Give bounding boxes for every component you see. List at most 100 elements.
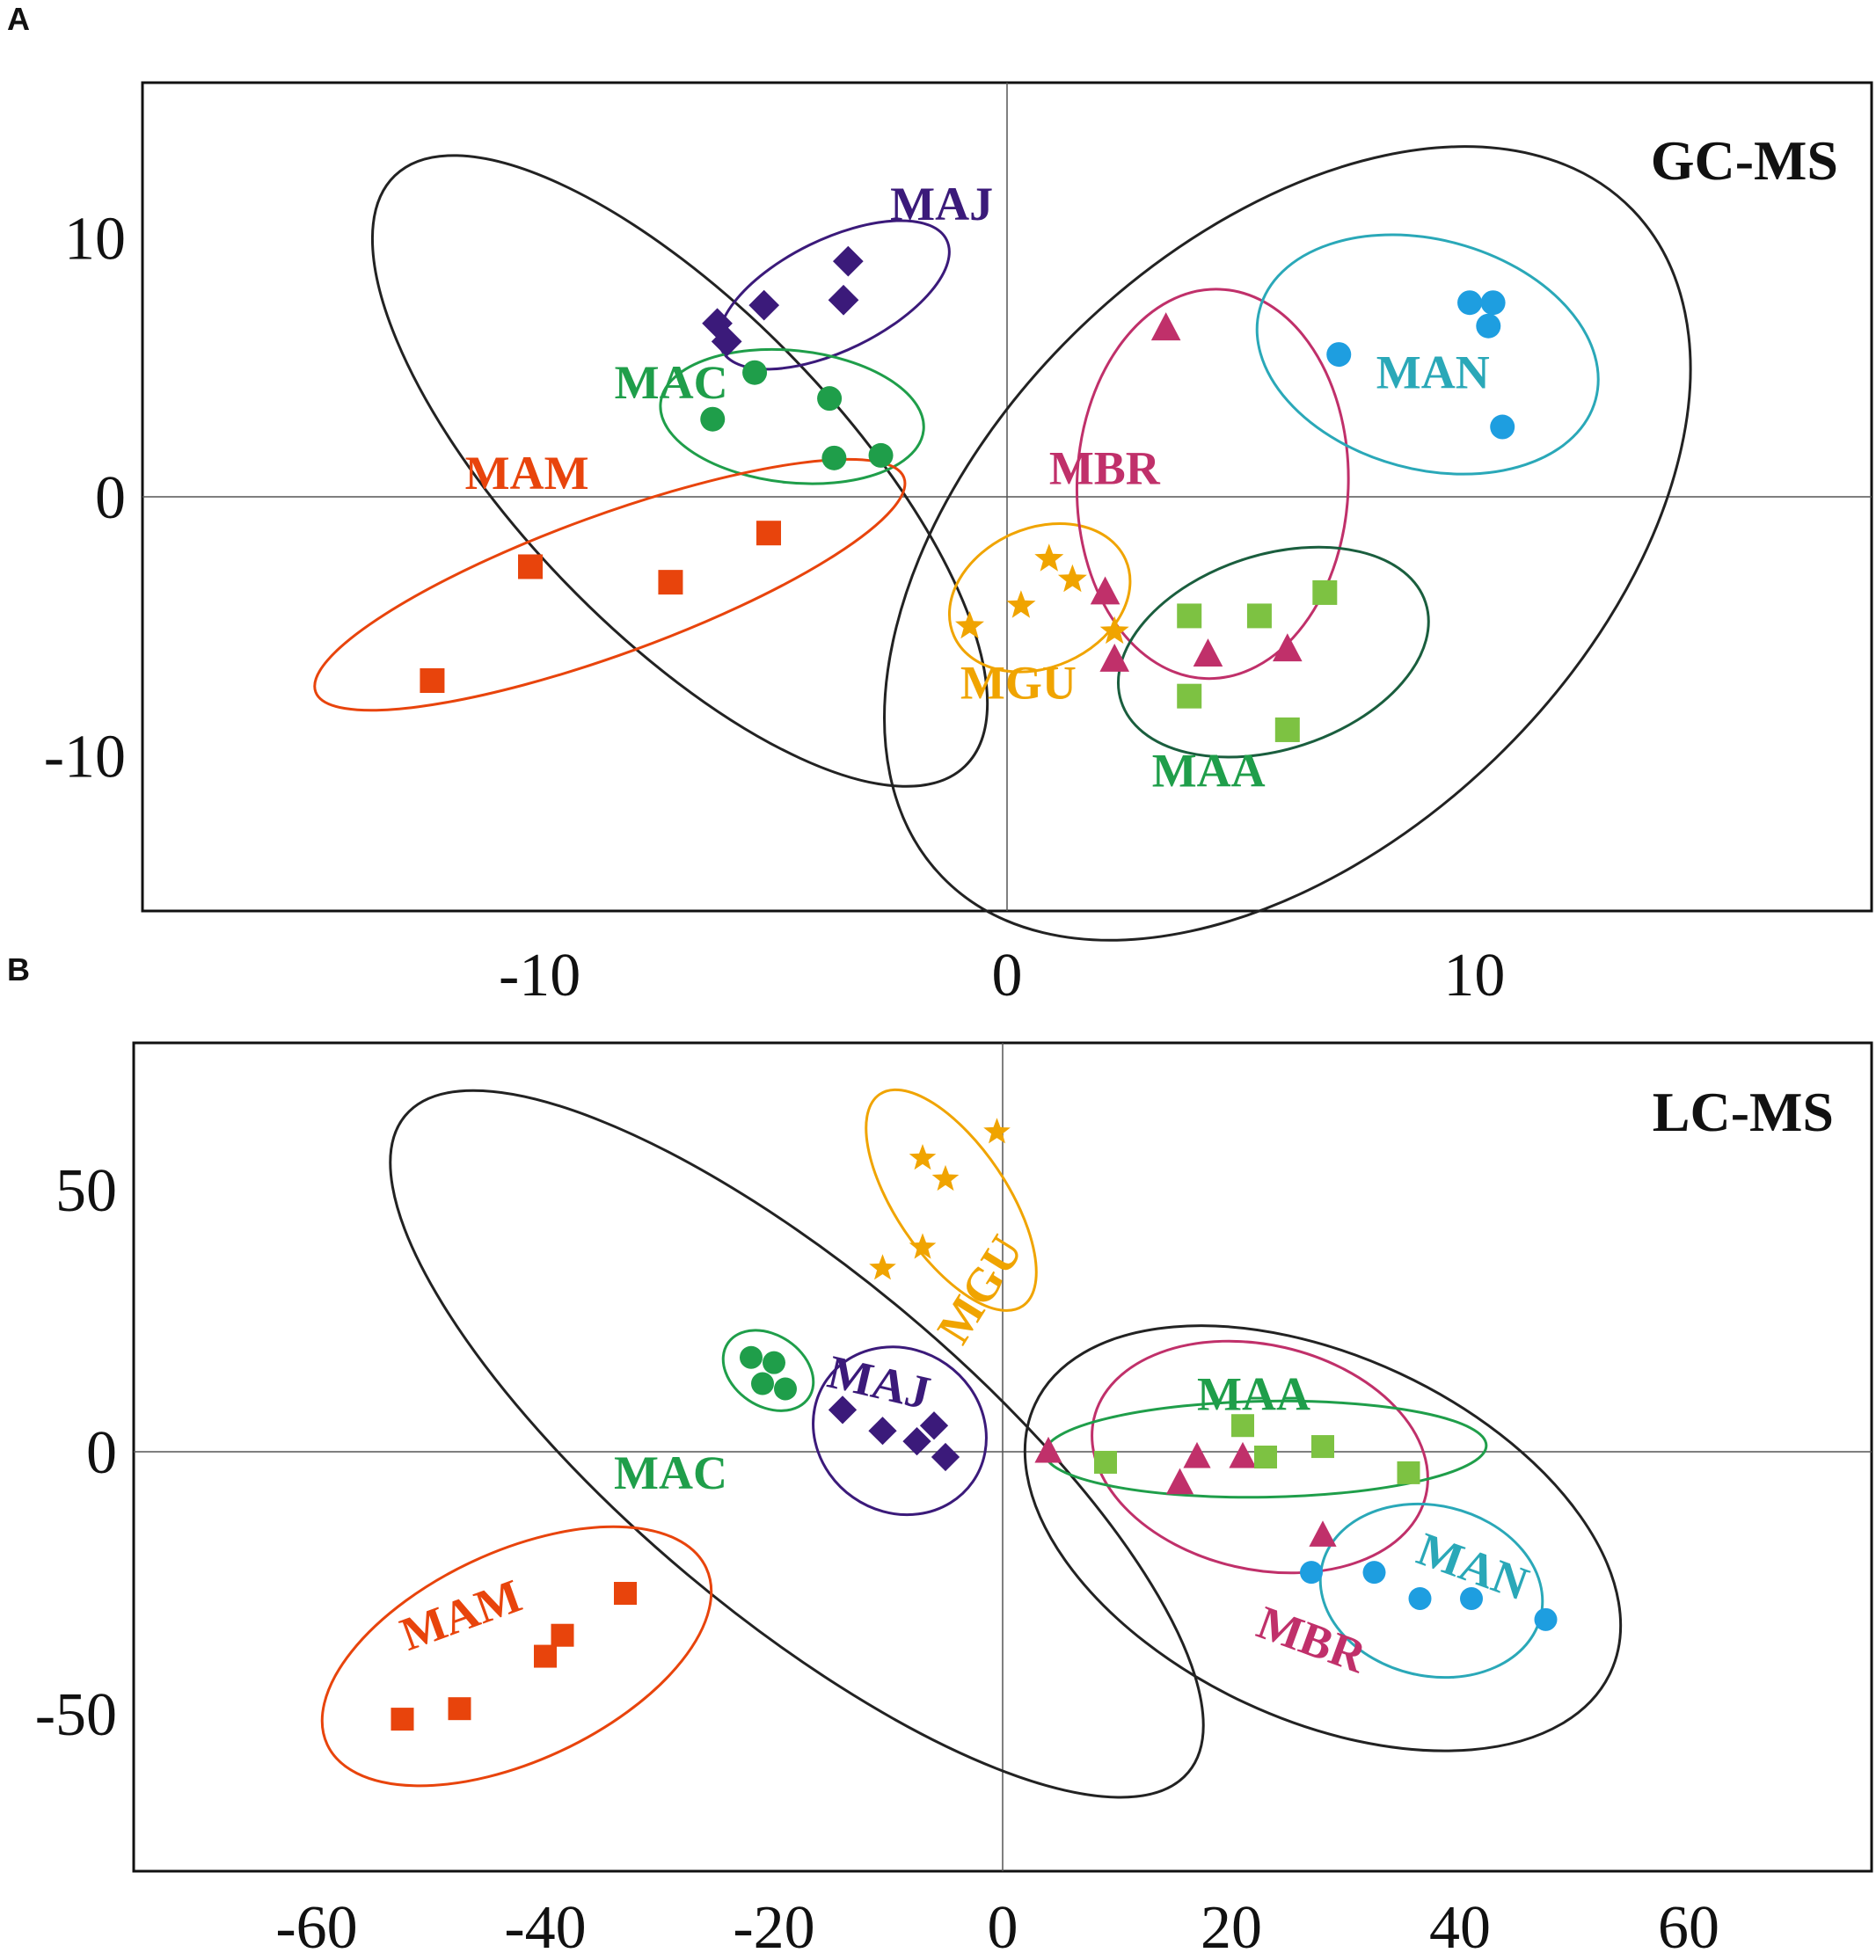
man-point [1300, 1561, 1323, 1585]
cluster-ellipses [313, 145, 1692, 942]
group-labels: MAJ MAC MAM MBR MGU MAA MAN [465, 178, 1490, 798]
x-tick-label: 60 [1658, 1894, 1719, 1960]
maj-point [748, 289, 780, 321]
mgu-point [909, 1144, 937, 1170]
man-point [1476, 313, 1501, 339]
mac-label: MAC [615, 356, 728, 409]
mbr-point [1165, 1468, 1194, 1495]
mac-point [751, 1372, 774, 1395]
mac-label: MAC [614, 1446, 727, 1499]
mbr-label: MBR [1049, 441, 1161, 494]
maj-ellipse [812, 1345, 988, 1517]
data-points [420, 245, 1515, 742]
man-point [1326, 342, 1352, 368]
maj-point [828, 1395, 858, 1424]
x-tick-label: -10 [499, 942, 580, 1009]
mac-point [740, 1345, 763, 1369]
maa-point [1246, 603, 1272, 629]
mbr-point [1150, 312, 1181, 341]
data-points [391, 1118, 1558, 1731]
maa-point [1094, 1450, 1117, 1474]
mac-point [868, 442, 894, 468]
panel-a-gc-ms: A -10 0 10 10 0 -10 MAJ MAC MAM MBR MGU MAA MAN GC-… [7, 1, 1873, 1009]
mbr-point [1183, 1441, 1211, 1468]
x-tick-label: -20 [733, 1894, 814, 1960]
maa-point [1397, 1461, 1420, 1484]
left-outer-ellipse [370, 154, 989, 788]
y-tick-label: 10 [64, 206, 126, 273]
panel-b-letter: B [7, 951, 30, 987]
mbr-point [1193, 638, 1223, 667]
maa-label: MAA [1152, 745, 1266, 798]
x-tick-label: 0 [992, 942, 1023, 1009]
panel-title: LC-MS [1653, 1081, 1834, 1143]
x-tick-label: 20 [1201, 1894, 1262, 1960]
maj-point [828, 284, 859, 316]
mgu-point [955, 610, 984, 639]
mbr-point [1099, 643, 1130, 672]
mam-point [551, 1623, 574, 1647]
maa-point [1274, 717, 1300, 742]
y-tick-label: -50 [35, 1681, 117, 1749]
x-tick-label: -60 [275, 1894, 357, 1960]
mac-ellipse [721, 1329, 815, 1412]
mbr-point [1273, 633, 1303, 662]
man-ellipse [1255, 233, 1600, 476]
axes: -60 -40 -20 0 20 40 60 50 0 -50 [35, 1043, 1872, 1960]
maa-label: MAA [1197, 1367, 1310, 1420]
y-tick-label: 0 [95, 464, 126, 532]
mac-point [774, 1377, 797, 1401]
mac-point [700, 406, 726, 432]
mbr-point [1309, 1520, 1337, 1547]
mbr-ellipse [1075, 288, 1350, 681]
man-point [1460, 1586, 1483, 1610]
mam-point [391, 1708, 414, 1731]
mam-point [658, 570, 683, 595]
mgu-point [931, 1164, 960, 1191]
cluster-ellipses [320, 1088, 1623, 1799]
x-tick-label: -40 [504, 1894, 586, 1960]
maa-point [1177, 683, 1202, 709]
mam-point [420, 668, 445, 694]
mam-point [534, 1644, 557, 1668]
axes: -10 0 10 10 0 -10 [44, 83, 1872, 1009]
maa-point [1312, 579, 1338, 605]
panel-a-letter: A [7, 1, 30, 37]
mbr-ellipse [1091, 1339, 1429, 1575]
maa-point [1231, 1414, 1254, 1438]
mgu-point [1099, 616, 1129, 645]
x-tick-label: 40 [1429, 1894, 1491, 1960]
maj-label: MAJ [890, 178, 993, 230]
mam-point [614, 1582, 637, 1606]
maj-point [902, 1426, 931, 1456]
maj-point [711, 326, 742, 357]
mam-label: MAM [465, 447, 589, 499]
mgu-point [869, 1254, 896, 1280]
maj-point [832, 245, 864, 277]
left-outer-ellipse [389, 1089, 1205, 1799]
maa-point [1254, 1446, 1277, 1468]
maj-point [931, 1442, 960, 1472]
man-point [1480, 290, 1506, 316]
mac-point [763, 1351, 785, 1374]
mac-point [821, 445, 847, 470]
y-tick-label: 0 [86, 1419, 117, 1487]
mac-point [742, 360, 768, 385]
mgu-ellipse [865, 1088, 1038, 1312]
man-label: MAN [1376, 346, 1490, 398]
mgu-point [909, 1233, 937, 1259]
mac-point [817, 386, 843, 412]
maa-point [1177, 603, 1202, 629]
y-tick-label: 50 [55, 1157, 117, 1225]
right-outer-ellipse [883, 145, 1692, 942]
mbr-point [1229, 1441, 1257, 1468]
mam-ellipse [313, 457, 907, 712]
right-outer-ellipse [1023, 1324, 1623, 1752]
mbr-point [1034, 1436, 1062, 1463]
mgu-label: MGU [960, 657, 1077, 710]
maa-point [1311, 1435, 1334, 1459]
maj-point [919, 1411, 949, 1440]
man-point [1408, 1586, 1432, 1610]
